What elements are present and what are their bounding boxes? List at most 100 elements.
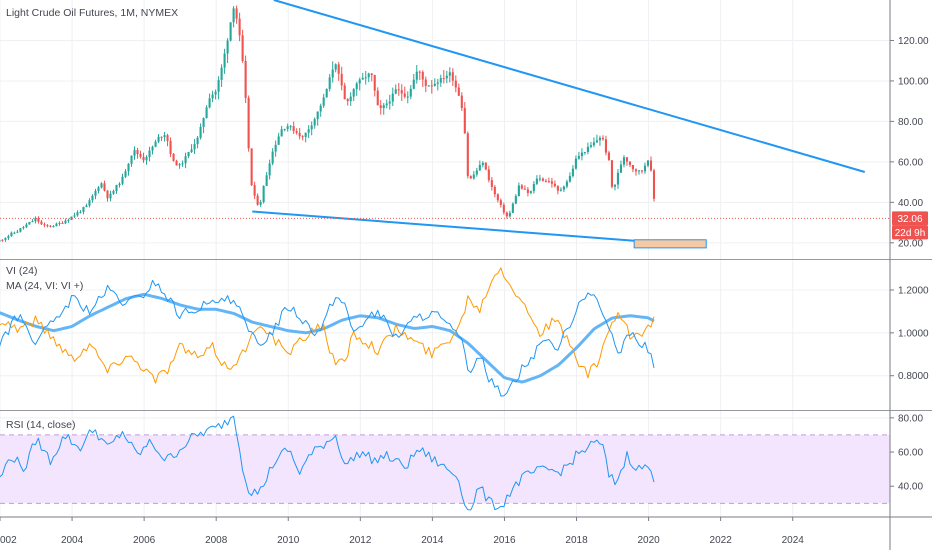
candle-body — [380, 105, 382, 108]
candle-body — [632, 165, 634, 169]
candle-body — [362, 78, 364, 80]
candle-body — [593, 142, 595, 145]
candle-body — [374, 75, 376, 91]
candle-body — [581, 153, 583, 156]
candle-body — [500, 200, 502, 205]
projection-box[interactable] — [634, 240, 706, 248]
candle-body — [157, 137, 159, 142]
candle-body — [467, 133, 469, 176]
candle-body — [350, 97, 352, 102]
candle-body — [389, 102, 391, 104]
candle-body — [377, 91, 379, 106]
candle-body — [242, 35, 244, 61]
candle-body — [635, 169, 637, 171]
candle-body — [479, 165, 481, 170]
candle-body — [185, 156, 187, 163]
last-price-tag: 32.06 — [897, 214, 922, 225]
candle-body — [293, 126, 295, 131]
candle-body — [599, 138, 601, 140]
candle-body — [413, 80, 415, 89]
candle-body — [197, 138, 199, 144]
candle-body — [428, 86, 430, 87]
x-tick-label: 2012 — [349, 535, 372, 546]
candle-body — [284, 129, 286, 130]
candle-body — [166, 135, 168, 141]
candle-body — [127, 164, 129, 171]
candle-body — [341, 74, 343, 86]
candle-body — [392, 94, 394, 102]
y-tick-label: 20.00 — [898, 238, 923, 249]
candle-body — [497, 194, 499, 200]
candle-body — [515, 196, 517, 203]
candle-body — [206, 107, 208, 118]
candle-body — [566, 182, 568, 187]
candle-body — [563, 186, 565, 189]
candle-body — [145, 157, 147, 160]
candle-body — [209, 98, 211, 107]
candle-body — [386, 104, 388, 106]
candle-body — [233, 8, 235, 22]
candle-body — [584, 152, 586, 153]
candle-body — [254, 185, 256, 196]
candle-body — [608, 153, 610, 161]
candle-body — [13, 233, 15, 234]
x-tick-label: 2008 — [205, 535, 228, 546]
candle-body — [335, 64, 337, 69]
candle-body — [614, 185, 616, 187]
y-tick-label: 1.2000 — [898, 286, 929, 297]
candle-body — [203, 118, 205, 127]
candle-body — [25, 225, 27, 228]
candle-body — [19, 228, 21, 232]
x-tick-label: 2024 — [782, 535, 805, 546]
candle-body — [452, 72, 454, 80]
candle-body — [130, 156, 132, 164]
x-tick-label: 2018 — [565, 535, 588, 546]
candle-body — [353, 89, 355, 96]
candle-body — [218, 80, 220, 92]
candle-body — [437, 83, 439, 84]
candle-body — [67, 220, 69, 221]
candle-body — [194, 144, 196, 149]
candle-body — [64, 221, 66, 224]
candle-body — [506, 213, 508, 217]
x-tick-label: 2020 — [637, 535, 660, 546]
candle-body — [82, 207, 84, 212]
candle-body — [133, 150, 135, 156]
candle-body — [290, 126, 292, 127]
candle-body — [482, 163, 484, 165]
candle-body — [109, 194, 111, 199]
candle-body — [503, 205, 505, 213]
candle-body — [449, 72, 451, 75]
y-tick-label: 1.0000 — [898, 328, 929, 339]
candle-body — [629, 162, 631, 165]
candle-body — [200, 127, 202, 138]
candle-body — [154, 142, 156, 147]
candle-body — [85, 206, 87, 207]
candle-body — [320, 106, 322, 112]
candle-body — [260, 202, 262, 205]
price-tags: 32.06 22d 9h — [892, 211, 928, 239]
candle-body — [338, 64, 340, 74]
x-tick-label: 2016 — [493, 535, 516, 546]
candle-body — [407, 97, 409, 98]
candle-body — [494, 187, 496, 194]
candle-body — [58, 223, 60, 224]
bar-countdown-tag: 22d 9h — [895, 228, 926, 239]
candle-body — [611, 160, 613, 187]
candle-body — [575, 159, 577, 169]
candle-body — [440, 78, 442, 82]
candle-body — [572, 169, 574, 176]
candle-body — [115, 185, 117, 191]
candle-body — [182, 163, 184, 164]
candle-body — [230, 22, 232, 40]
candle-body — [16, 232, 18, 233]
candle-body — [287, 126, 289, 129]
candle-body — [425, 80, 427, 86]
candle-body — [326, 89, 328, 98]
candle-body — [473, 175, 475, 179]
candle-body — [263, 186, 265, 202]
candle-body — [527, 189, 529, 192]
candle-body — [476, 170, 478, 174]
